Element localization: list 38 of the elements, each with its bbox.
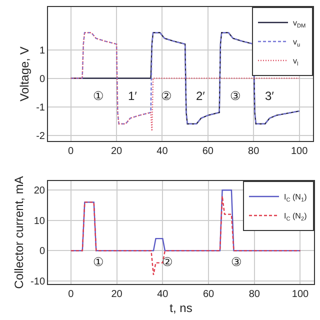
y-tick-label: -2	[36, 130, 46, 142]
y-tick-label: 0	[39, 246, 46, 258]
x-tick-label: 0	[68, 289, 74, 300]
legend-label: v$_{u}$	[293, 38, 300, 48]
x-tick-label: 60	[202, 289, 215, 300]
annotation: 1′	[128, 89, 138, 103]
x-tick-label: 100	[290, 146, 308, 157]
x-tick-label: 100	[292, 289, 310, 300]
y-tick-label: 0	[39, 74, 46, 85]
y-tick-label: -1	[36, 102, 46, 114]
y-axis-title: Voltage, V	[17, 46, 32, 102]
annotation: ②	[162, 255, 173, 269]
line-series	[70, 196, 301, 276]
annotation: ①	[93, 255, 104, 269]
legend-label: v$_{l}$	[293, 56, 298, 68]
annotation: ②	[161, 89, 172, 103]
y-tick-label: 20	[34, 186, 46, 197]
legend-label: v$_{DM}$	[293, 18, 306, 30]
legend-label: I$_{C}$ (N$_{2}$)	[284, 212, 308, 222]
annotation: ③	[230, 89, 241, 103]
annotation: ①	[93, 89, 104, 103]
x-tick-label: 80	[248, 146, 260, 157]
x-tick-label: 60	[202, 146, 214, 157]
x-tick-label: 20	[110, 146, 123, 157]
y-tick-label: -10	[30, 276, 46, 288]
annotation: 2′	[196, 89, 206, 103]
x-axis-title: t, ns	[170, 300, 192, 315]
y-tick-label: 1	[39, 45, 46, 56]
legend-label: I$_{C}$ (N$_{1}$)	[284, 192, 308, 204]
x-tick-label: 0	[68, 146, 74, 157]
annotation: ③	[231, 255, 242, 269]
x-tick-label: 80	[248, 289, 260, 300]
x-tick-label: 20	[111, 289, 123, 300]
y-axis-title: Collector current, mA	[12, 176, 26, 289]
annotation: 3′	[265, 89, 275, 103]
x-tick-label: 40	[157, 289, 169, 300]
y-tick-label: 10	[34, 216, 46, 227]
x-tick-label: 40	[156, 146, 168, 157]
